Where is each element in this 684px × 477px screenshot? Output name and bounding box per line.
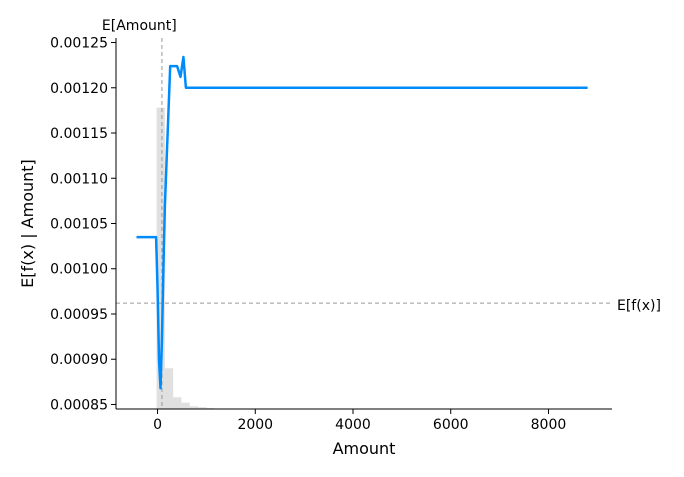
dependence-line [136,55,588,390]
expected-x-label: E[Amount] [102,18,177,34]
histogram-bar [164,368,174,409]
histogram-bar [181,402,190,409]
y-tick-label: 0.00095 [50,307,108,323]
histogram-bar [156,107,165,410]
y-tick-label: 0.00105 [50,217,108,233]
x-axis-title: Amount [333,439,396,458]
y-tick-label: 0.00125 [50,36,108,52]
x-tick-label: 2000 [237,417,273,433]
y-axis-title: E[f(x) | Amount] [18,159,37,288]
y-tick-label: 0.00085 [50,397,108,413]
x-tick-label: 6000 [433,417,469,433]
y-tick-label: 0.00110 [50,171,108,187]
y-tick-label: 0.00100 [50,262,108,278]
histogram-group [156,107,215,410]
y-tick-label: 0.00115 [50,126,108,142]
histogram-bar [189,406,199,409]
y-tick-label: 0.00120 [50,81,108,97]
x-tick-label: 4000 [335,417,371,433]
histogram-bar [198,407,207,409]
reference-lines [116,38,612,409]
y-tick-label: 0.00090 [50,352,108,368]
x-tick-label: 0 [153,417,162,433]
axes-group [111,38,612,414]
line-series-group [136,55,588,390]
histogram-bar [173,397,182,409]
x-tick-label: 8000 [531,417,567,433]
text-group: 0 2000 4000 6000 8000 0.00085 0.00090 0.00095 0.… [18,18,661,458]
expected-y-label: E[f(x)] [617,298,661,314]
